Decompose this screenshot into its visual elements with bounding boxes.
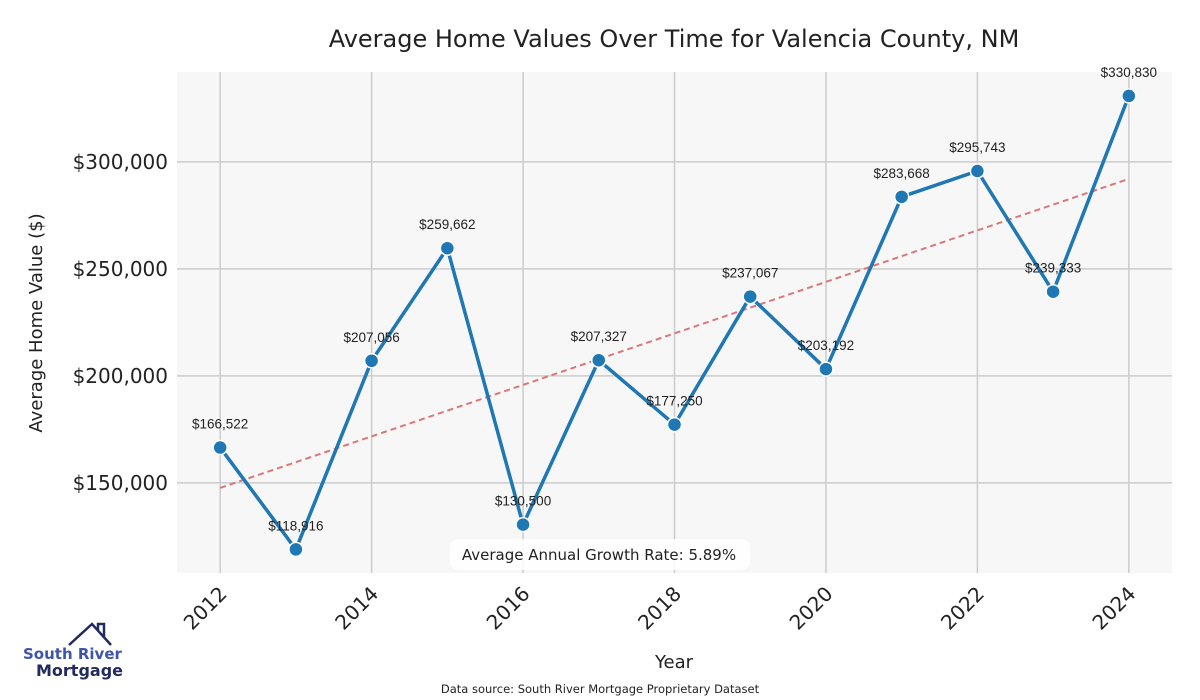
data-point (591, 352, 607, 368)
data-label: $259,662 (419, 217, 475, 232)
data-label: $166,522 (192, 417, 248, 432)
data-label: $130,500 (495, 494, 551, 509)
data-label: $118,916 (268, 518, 323, 533)
data-label: $283,668 (874, 166, 930, 181)
data-point (515, 516, 531, 533)
data-point (212, 439, 228, 456)
data-label: $203,192 (798, 338, 854, 353)
logo-line1: South River (23, 645, 123, 663)
y-axis-label: Average Home Value ($) (26, 213, 47, 432)
x-tick-label: 2020 (785, 582, 838, 635)
y-tick-label: $200,000 (73, 364, 168, 388)
chimney-icon (96, 622, 106, 638)
x-tick-label: 2016 (482, 582, 535, 635)
company-logo: South River Mortgage (23, 622, 123, 680)
data-label: $239,333 (1025, 261, 1081, 276)
data-label: $207,056 (343, 330, 399, 345)
chart-title: Average Home Values Over Time for Valenc… (329, 25, 1020, 53)
y-ticks: $150,000 $200,000 $250,000 $300,000 (73, 150, 168, 495)
data-point (818, 361, 834, 377)
x-tick-label: 2012 (179, 582, 232, 635)
x-tick-label: 2022 (936, 582, 989, 635)
data-labels: $166,522 $118,916 $207,056 $259,662 $130,500… (192, 65, 1157, 534)
grid (177, 72, 1172, 573)
data-point (439, 240, 456, 256)
x-axis-label: Year (654, 652, 694, 673)
data-point (742, 288, 758, 305)
x-tick-label: 2018 (633, 582, 686, 635)
data-point (363, 353, 380, 369)
data-point (666, 416, 683, 433)
growth-rate-annotation: Average Annual Growth Rate: 5.89% (462, 546, 736, 564)
data-label: $295,743 (949, 140, 1005, 155)
data-point (969, 163, 986, 179)
x-tick-label: 2014 (330, 582, 383, 635)
data-point (1045, 283, 1061, 300)
y-tick-label: $250,000 (73, 257, 168, 281)
data-label: $177,250 (646, 394, 702, 409)
x-ticks: 2012 2014 2016 2018 2020 2022 2024 (179, 582, 1141, 635)
data-source: Data source: South River Mortgage Propri… (441, 682, 760, 696)
y-tick-label: $150,000 (73, 471, 168, 495)
y-tick-label: $300,000 (73, 150, 168, 174)
data-point (288, 541, 304, 558)
x-tick-label: 2024 (1087, 582, 1140, 635)
logo-line2: Mortgage (36, 661, 123, 680)
data-label: $330,830 (1101, 65, 1157, 80)
data-point (1121, 88, 1137, 104)
growth-rate-box (450, 539, 750, 570)
data-points (212, 88, 1137, 558)
data-label: $207,327 (571, 329, 627, 344)
data-point (893, 189, 910, 205)
data-label: $237,067 (722, 266, 778, 281)
